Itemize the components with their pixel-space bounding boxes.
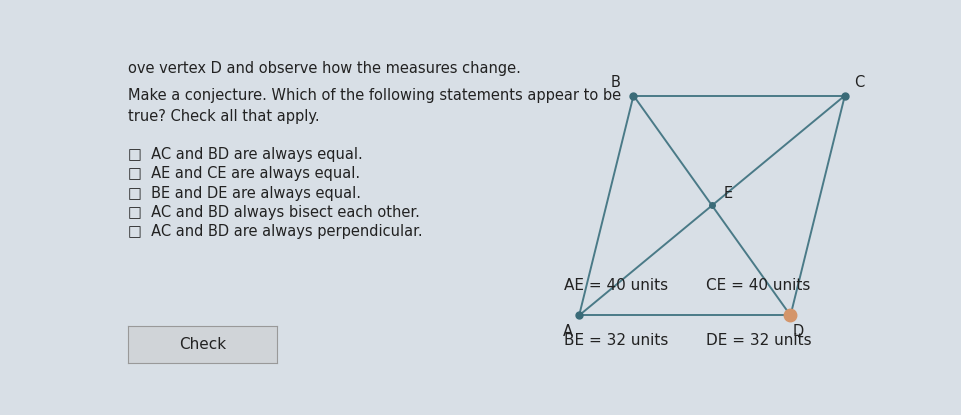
Text: AE = 40 units: AE = 40 units [563, 278, 667, 293]
Text: □  AC and BD are always perpendicular.: □ AC and BD are always perpendicular. [128, 224, 422, 239]
Text: DE = 32 units: DE = 32 units [704, 332, 810, 348]
Text: A: A [562, 325, 573, 339]
Text: CE = 40 units: CE = 40 units [704, 278, 809, 293]
Text: C: C [853, 75, 863, 90]
Text: □  AC and BD always bisect each other.: □ AC and BD always bisect each other. [128, 205, 419, 220]
Text: true? Check all that apply.: true? Check all that apply. [128, 109, 319, 124]
Text: BE = 32 units: BE = 32 units [563, 332, 668, 348]
Text: □  AC and BD are always equal.: □ AC and BD are always equal. [128, 147, 362, 162]
Text: □  BE and DE are always equal.: □ BE and DE are always equal. [128, 186, 360, 200]
Text: □  AE and CE are always equal.: □ AE and CE are always equal. [128, 166, 359, 181]
Text: B: B [609, 75, 620, 90]
Text: ove vertex D and observe how the measures change.: ove vertex D and observe how the measure… [128, 61, 520, 76]
Text: D: D [792, 325, 802, 339]
Text: Make a conjecture. Which of the following statements appear to be: Make a conjecture. Which of the followin… [128, 88, 620, 103]
Text: E: E [723, 186, 731, 201]
